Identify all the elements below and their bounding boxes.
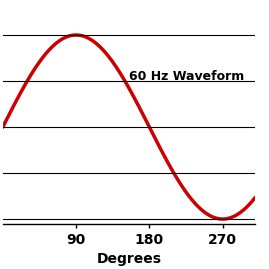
- X-axis label: Degrees: Degrees: [97, 252, 161, 266]
- Text: 60 Hz Waveform: 60 Hz Waveform: [129, 70, 244, 83]
